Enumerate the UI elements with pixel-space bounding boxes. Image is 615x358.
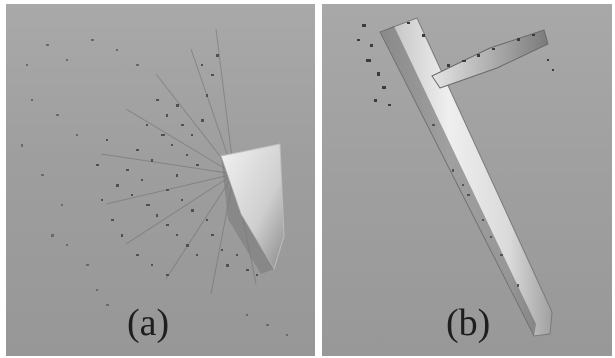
corridor-branch: [431, 29, 549, 89]
panel-b: (b): [322, 4, 612, 356]
corridor-edge: [380, 26, 536, 336]
point-cloud-b-render: [357, 17, 554, 337]
frustum-wedge: [220, 143, 285, 271]
point-cloud-a-render: [21, 28, 288, 336]
scatter-points-sparse: [21, 39, 288, 336]
panel-a: (a): [6, 4, 315, 356]
caption-b: (b): [446, 302, 491, 344]
corridor-speckles: [432, 124, 519, 287]
caption-a: (a): [127, 302, 170, 344]
frustum-shadow: [221, 156, 274, 274]
scatter-points-dense: [96, 54, 258, 276]
clutter-points: [357, 22, 554, 106]
